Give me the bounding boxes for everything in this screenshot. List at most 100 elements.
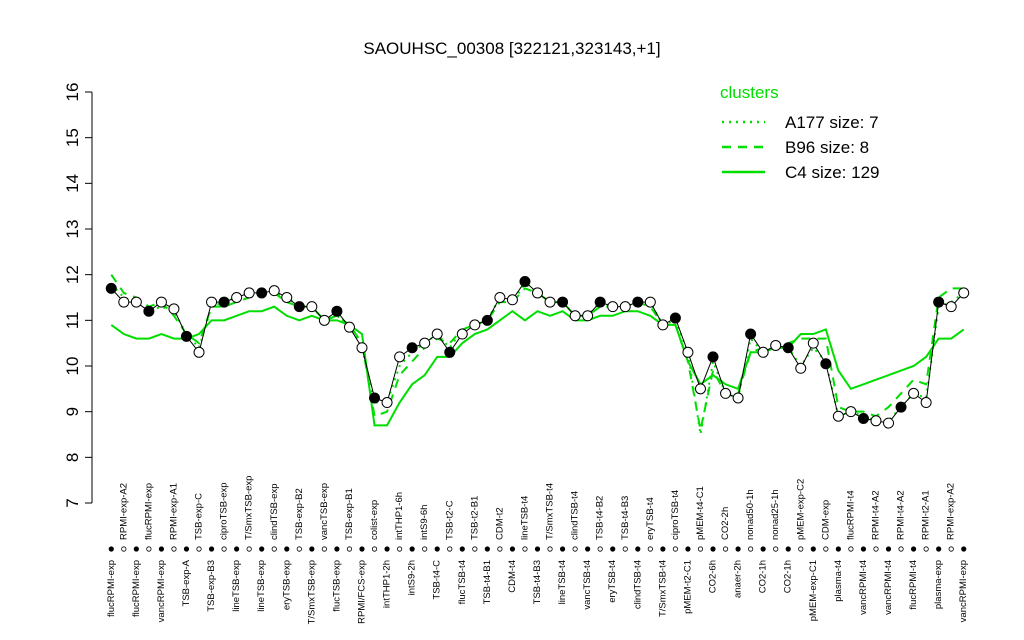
category-dot	[647, 546, 653, 552]
data-point	[281, 292, 293, 303]
x-tick-label: TSB-t4-B3	[532, 560, 543, 604]
data-point	[557, 296, 569, 308]
data-point	[782, 342, 794, 354]
x-tick-label: pMEM-exp-C2	[795, 479, 806, 540]
category-dot	[710, 546, 716, 552]
data-point	[143, 305, 155, 317]
category-dot	[371, 546, 378, 552]
data-point	[945, 301, 957, 313]
data-point	[506, 294, 518, 306]
category-dot	[522, 546, 528, 552]
data-point	[406, 342, 418, 354]
data-point	[532, 287, 543, 299]
category-dot	[472, 546, 478, 552]
category-dot	[296, 546, 302, 552]
data-point	[306, 301, 318, 313]
data-point	[544, 296, 556, 308]
category-dot	[158, 546, 165, 552]
y-tick-label: 8	[63, 453, 82, 462]
x-tick-label: intTHP1-2h	[382, 560, 393, 608]
category-dot	[234, 546, 240, 552]
category-dot	[409, 546, 415, 552]
x-tick-label: RPMI/FCS-exp	[357, 560, 368, 624]
category-dot	[434, 546, 440, 552]
data-point	[293, 301, 305, 313]
x-tick-label: RPMI-t4-A2	[870, 490, 881, 540]
data-point	[870, 415, 882, 427]
category-dot	[660, 546, 666, 552]
x-tick-label: TSB-exp-B2	[294, 488, 305, 540]
data-point	[231, 292, 243, 303]
data-point	[669, 312, 681, 324]
data-point	[456, 328, 468, 340]
data-point	[883, 417, 895, 429]
data-point	[494, 292, 506, 303]
data-point	[356, 342, 368, 354]
x-tick-label: nonad50-1h	[745, 489, 756, 540]
data-point	[394, 351, 406, 363]
x-tick-label: TSB-t4-B2	[595, 496, 606, 540]
x-tick-label: vancRPMI-t4	[883, 560, 894, 615]
x-tick-label: plasma-exp	[933, 560, 944, 609]
chart-title: SAOUHSC_00308 [322121,323143,+1]	[363, 39, 660, 58]
cluster-line	[110, 305, 965, 427]
category-dot	[923, 546, 929, 552]
category-dot	[622, 546, 628, 552]
category-dot	[585, 546, 591, 552]
x-tick-label: lineTSB-t4	[557, 560, 568, 604]
x-tick-label: eryTSB-t4	[607, 560, 618, 603]
x-tick-label: eryTSB-t4	[645, 497, 656, 540]
x-tick-label: ciproTSB-exp	[219, 482, 230, 540]
x-tick-label: RPMI-exp-A1	[168, 483, 179, 540]
category-dot	[748, 546, 754, 552]
x-tick-label: CO2-1h	[758, 560, 769, 593]
legend-label: A177 size: 7	[785, 113, 879, 132]
category-dot	[610, 546, 616, 552]
category-dot	[246, 546, 252, 552]
category-dot	[635, 546, 641, 552]
y-tick-label: 12	[63, 265, 82, 284]
x-tick-label: flucTSB-t4	[457, 560, 468, 604]
x-tick-label: flucRPMI-exp	[106, 560, 117, 617]
category-dot	[936, 546, 942, 552]
x-tick-label: flucTSB-exp	[331, 560, 342, 612]
category-dot	[447, 546, 453, 552]
category-dot	[885, 546, 892, 552]
category-dot	[898, 546, 904, 552]
x-tick-label: RPMI-t2-A1	[921, 490, 932, 540]
category-dot	[860, 546, 867, 552]
data-point	[770, 339, 782, 351]
category-dot	[873, 546, 879, 552]
data-point	[694, 383, 706, 395]
x-tick-label: pMEM-exp-C1	[808, 560, 819, 621]
data-point	[193, 346, 205, 358]
data-point	[832, 410, 844, 422]
y-tick-label: 14	[63, 174, 82, 193]
x-tick-label: TSB-exp-B1	[344, 488, 355, 540]
category-dot	[572, 546, 578, 552]
category-dot	[196, 546, 202, 552]
data-point	[168, 303, 180, 315]
data-point	[908, 387, 920, 399]
x-tick-label: lineTSB-t4	[519, 496, 530, 540]
data-point	[218, 296, 230, 308]
x-tick-label: RPMI-exp-A2	[946, 483, 957, 540]
category-dot	[835, 546, 841, 552]
x-tick-label: vancTSB-t4	[582, 560, 593, 610]
category-dot	[798, 546, 804, 552]
data-point	[256, 287, 268, 299]
data-point	[569, 310, 581, 322]
data-point	[243, 287, 255, 299]
x-tick-label: flucRPMI-exp	[143, 483, 154, 540]
x-tick-label: CDM-t4	[507, 560, 518, 593]
data-point	[657, 319, 669, 331]
x-tick-label: anaer-2h	[733, 560, 744, 598]
data-point	[431, 328, 443, 340]
data-point	[682, 346, 694, 358]
x-tick-label: TSB-exp-B3	[206, 560, 217, 612]
category-dot	[948, 546, 954, 552]
category-dot	[848, 546, 854, 552]
data-point	[105, 282, 117, 294]
category-dot	[359, 546, 365, 552]
